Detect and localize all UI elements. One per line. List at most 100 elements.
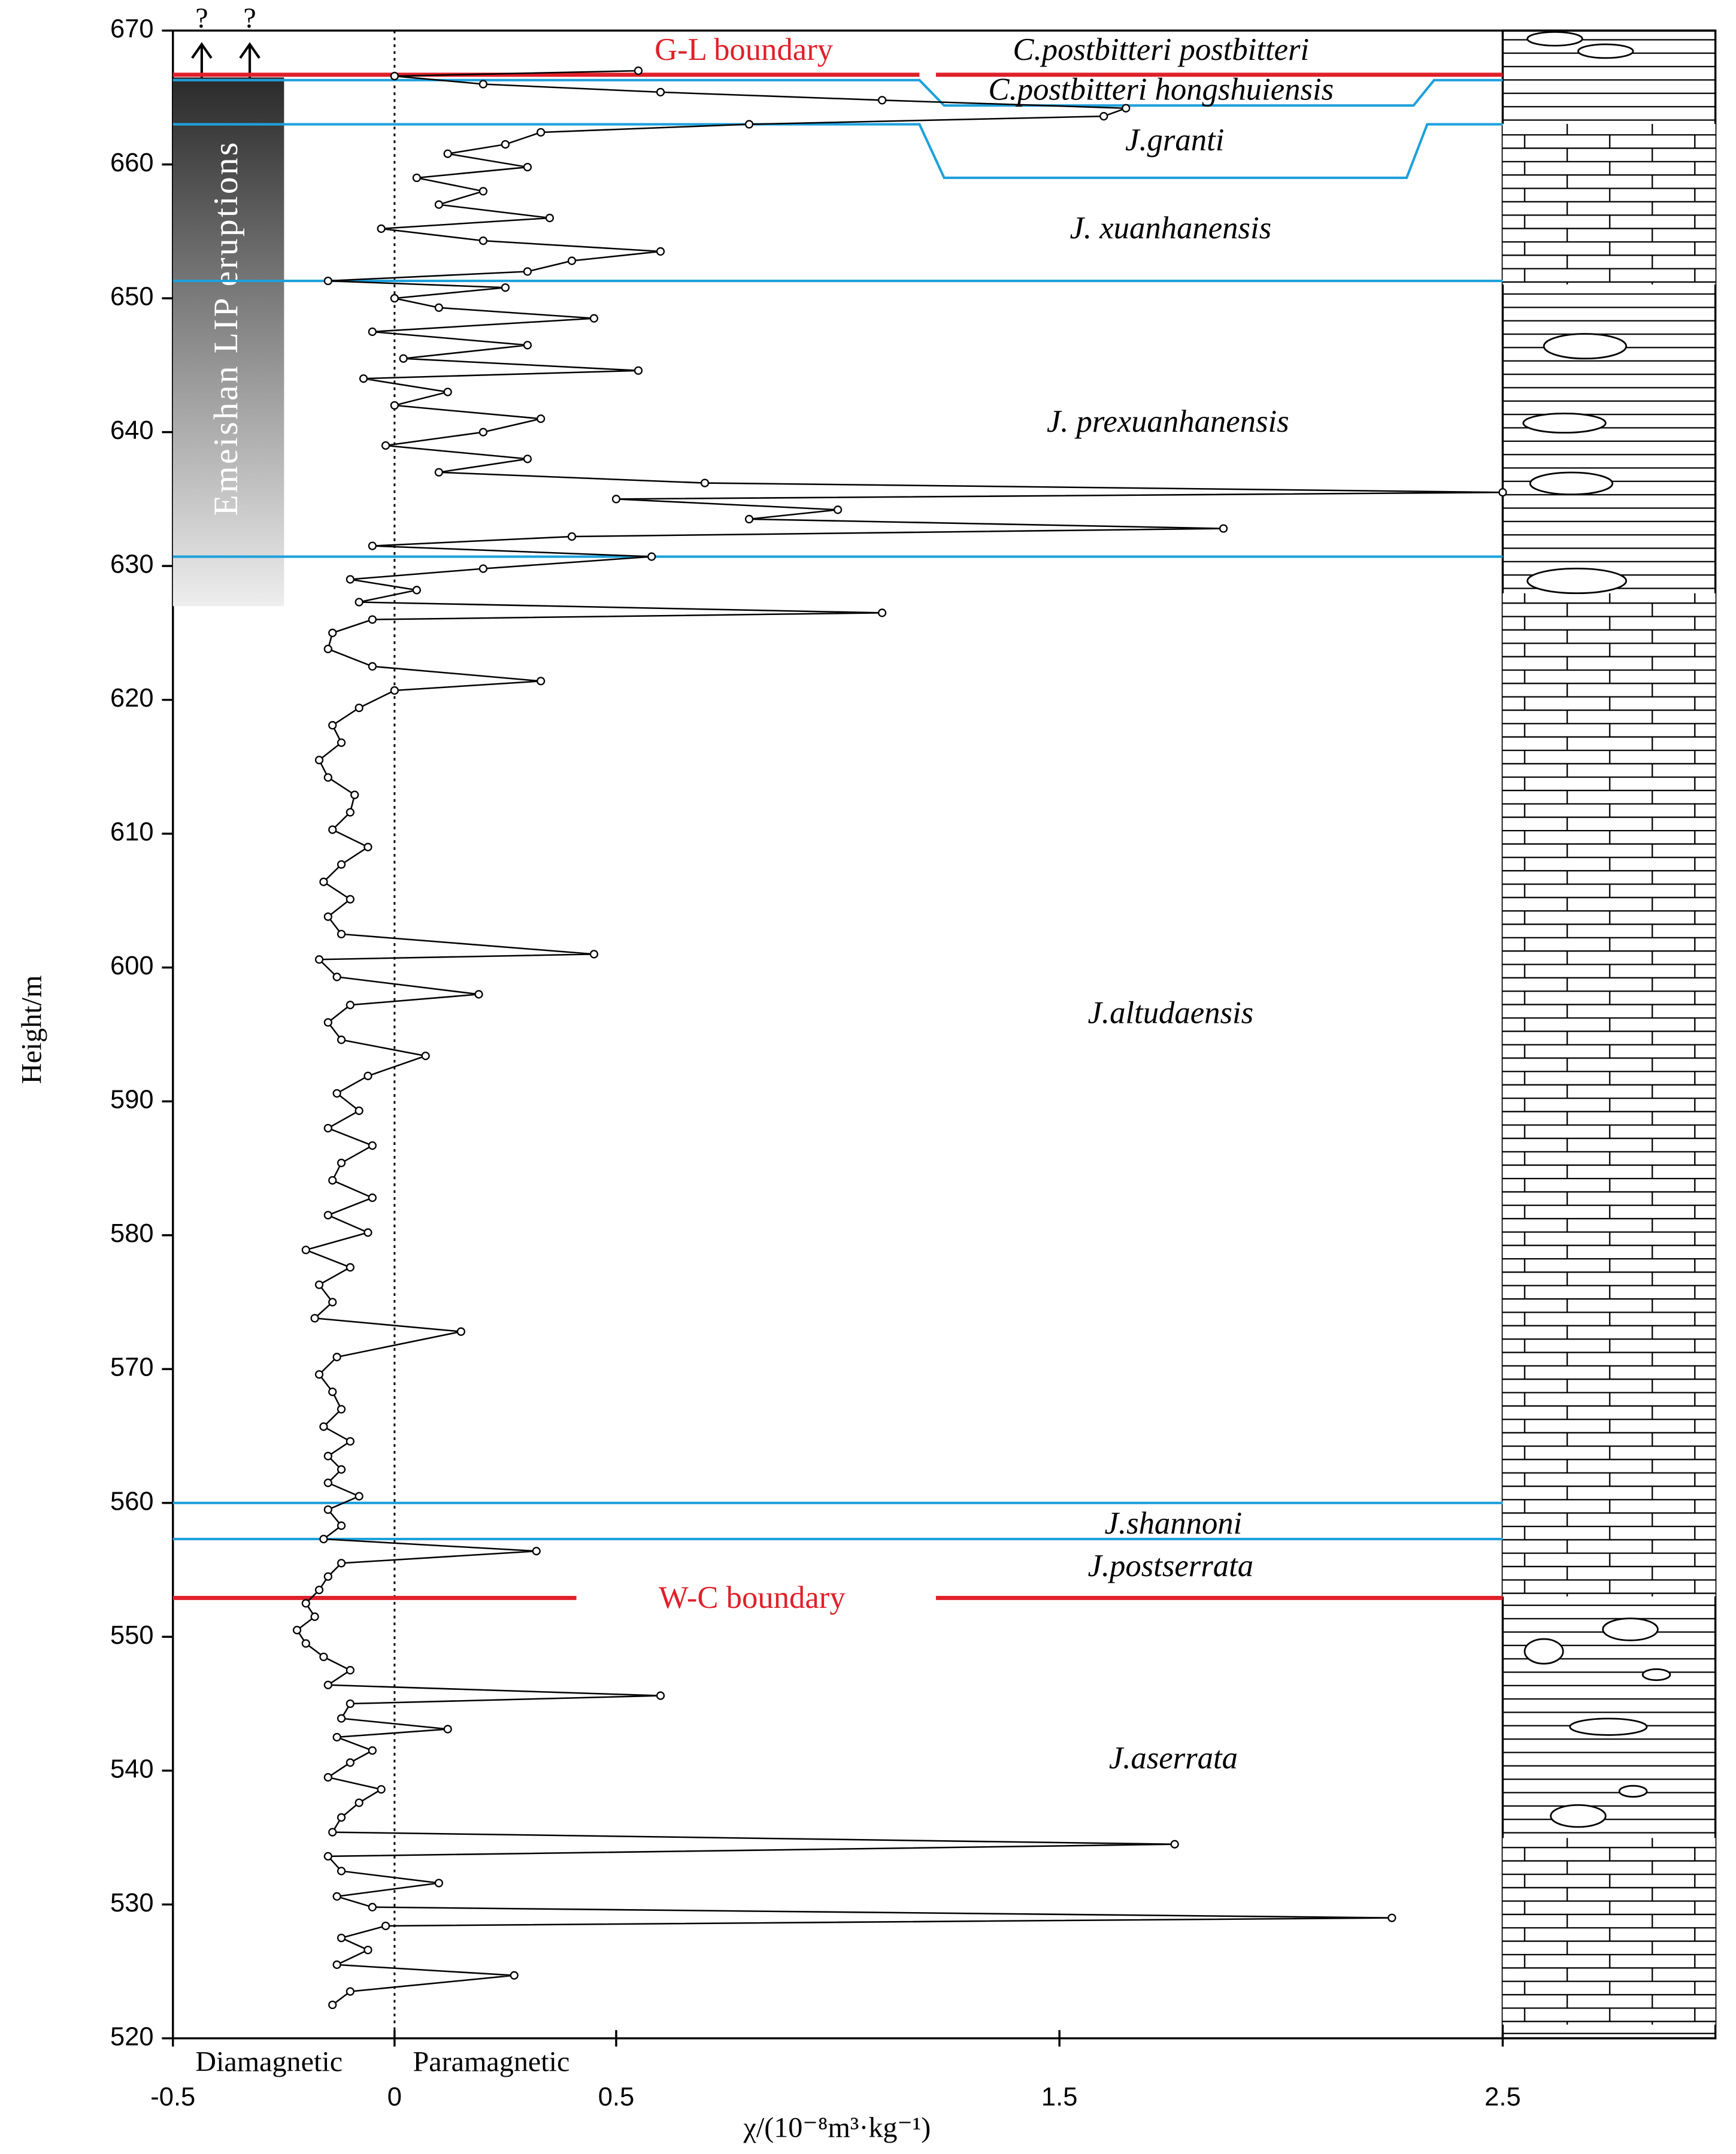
data-point	[1122, 104, 1131, 113]
data-point	[443, 149, 452, 158]
data-point	[434, 468, 443, 477]
y-tick-label: 600	[110, 952, 154, 980]
data-point	[390, 294, 399, 303]
data-point	[390, 401, 399, 410]
data-point	[478, 564, 488, 573]
data-point	[390, 686, 399, 695]
y-tick-label: 560	[110, 1487, 154, 1516]
data-point	[443, 1725, 452, 1734]
susceptibility-line	[296, 69, 1503, 2005]
data-point	[434, 200, 443, 209]
data-point	[647, 552, 656, 561]
zone-label: J.shannoni	[1105, 1506, 1243, 1541]
data-point	[532, 1547, 541, 1556]
data-point	[323, 1505, 332, 1514]
data-point	[510, 1971, 519, 1980]
data-point	[381, 441, 390, 450]
data-point	[337, 1714, 346, 1723]
data-point	[323, 644, 332, 653]
data-point	[332, 1892, 341, 1901]
data-point	[328, 825, 337, 834]
y-tick-label: 630	[110, 550, 154, 579]
data-point	[323, 1773, 332, 1782]
data-point	[833, 505, 843, 514]
data-point	[589, 314, 599, 323]
data-point	[523, 162, 532, 172]
y-tick-label: 620	[110, 684, 154, 713]
data-point	[377, 1785, 386, 1794]
data-point	[478, 187, 488, 196]
data-point	[346, 808, 355, 817]
paramagnetic-label: Paramagnetic	[413, 2046, 570, 2077]
data-point	[368, 541, 377, 550]
data-point	[1219, 524, 1228, 533]
data-point	[337, 1934, 346, 1943]
data-point	[319, 1652, 328, 1661]
data-point	[363, 1946, 372, 1955]
lithology-column	[1501, 29, 1717, 2040]
data-point	[744, 514, 754, 524]
data-point	[328, 2000, 337, 2010]
data-point	[346, 1758, 355, 1767]
data-point	[332, 1353, 341, 1362]
uncertain-mark: ?	[195, 2, 208, 34]
data-point	[301, 1599, 310, 1608]
data-point	[346, 575, 355, 584]
data-point	[478, 80, 488, 89]
data-point	[700, 478, 710, 487]
data-point	[346, 1263, 355, 1272]
data-point	[301, 1639, 310, 1648]
data-point	[363, 843, 372, 852]
boundary-label: G-L boundary	[655, 32, 834, 67]
data-point	[501, 140, 510, 149]
data-point	[323, 1123, 332, 1133]
data-point	[346, 1437, 355, 1446]
data-point	[368, 1141, 377, 1150]
data-point	[368, 662, 377, 671]
data-point	[368, 327, 377, 337]
data-point	[368, 1746, 377, 1755]
data-point	[656, 247, 665, 256]
data-point	[355, 1492, 363, 1501]
data-point	[323, 1680, 332, 1689]
data-point	[355, 703, 363, 713]
data-point	[1099, 112, 1108, 121]
zone-label: J.altudaensis	[1088, 996, 1254, 1031]
data-point	[381, 1921, 390, 1931]
data-point	[346, 1001, 355, 1010]
data-point	[314, 1370, 324, 1379]
data-point	[337, 1465, 346, 1474]
data-point	[421, 1052, 430, 1061]
data-point	[368, 1193, 377, 1202]
data-point	[323, 1018, 332, 1027]
data-point	[323, 912, 332, 921]
data-point	[359, 374, 368, 383]
data-point	[314, 756, 324, 765]
data-point	[337, 1405, 346, 1414]
data-point	[323, 1452, 332, 1461]
zone-label: J.aserrata	[1109, 1741, 1238, 1776]
y-tick-label: 610	[110, 818, 154, 847]
x-tick-label: 1.5	[1041, 2083, 1078, 2111]
eruption-label: Emeishan LIP eruptions	[207, 140, 245, 516]
data-point	[523, 455, 532, 463]
data-point	[328, 1176, 337, 1185]
data-point	[537, 677, 546, 686]
data-point	[412, 173, 421, 183]
data-point	[1170, 1840, 1179, 1849]
data-point	[1387, 1913, 1396, 1922]
data-point	[478, 428, 488, 437]
x-tick-label: 0.5	[598, 2083, 635, 2111]
data-point	[1498, 488, 1507, 497]
y-tick-label: 640	[110, 416, 154, 445]
data-point	[323, 1479, 332, 1487]
data-point	[332, 973, 341, 981]
data-point	[337, 1813, 346, 1822]
data-point	[314, 955, 324, 964]
data-point	[323, 1211, 332, 1220]
data-point	[656, 1691, 665, 1700]
data-point	[878, 96, 887, 105]
y-tick-label: 570	[110, 1353, 154, 1382]
frame	[172, 29, 1716, 2040]
